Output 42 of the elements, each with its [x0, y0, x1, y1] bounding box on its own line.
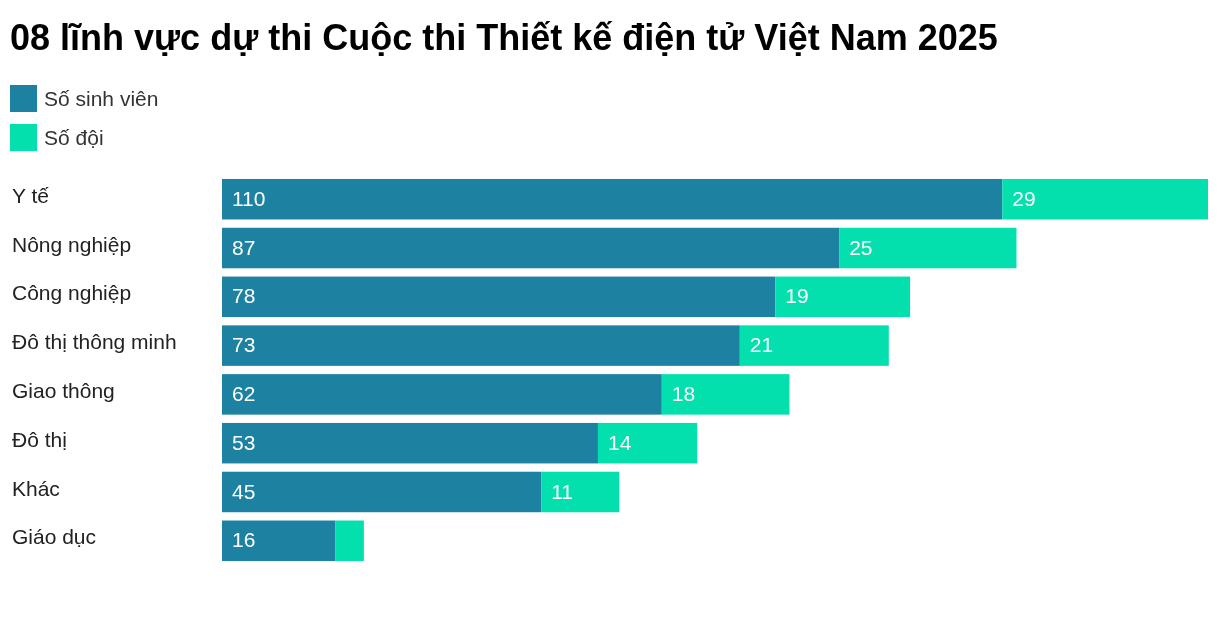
legend-label: Số đội	[44, 126, 104, 149]
bar	[661, 374, 790, 415]
data-label: 16	[232, 528, 256, 552]
bar	[222, 520, 336, 562]
bar	[222, 276, 776, 318]
y-tick-label: Khác	[12, 476, 60, 500]
bar	[222, 178, 1003, 220]
bar	[335, 520, 364, 562]
y-tick-label: Giao thông	[12, 378, 115, 402]
legend-label: Số sinh viên	[44, 87, 159, 110]
bar	[222, 374, 662, 415]
data-label: 45	[232, 479, 256, 503]
data-label: 21	[749, 333, 774, 357]
y-tick-label: Nông nghiệp	[12, 232, 132, 256]
data-label: 78	[232, 284, 256, 308]
data-label: 18	[671, 381, 696, 405]
y-tick-label: Y tế	[12, 183, 50, 207]
data-label: 19	[785, 284, 809, 308]
bar	[1002, 178, 1208, 220]
y-tick-label: Công nghiệp	[12, 281, 132, 305]
y-tick-label: Giáo dục	[12, 525, 97, 549]
chart-title: 08 lĩnh vực dự thi Cuộc thi Thiết kế điện tử Việt Nam 2025	[10, 17, 998, 58]
bar	[839, 227, 1017, 269]
data-label: 53	[232, 430, 256, 454]
bar	[222, 227, 840, 269]
data-label: 62	[232, 381, 256, 405]
data-label: 73	[232, 333, 256, 357]
data-label: 110	[232, 186, 266, 210]
data-label: 11	[551, 479, 574, 503]
bar	[739, 325, 889, 366]
bar	[222, 422, 598, 464]
data-label: 25	[849, 235, 873, 259]
bar	[222, 325, 740, 366]
data-label: 87	[232, 235, 256, 259]
bar	[222, 471, 542, 513]
bar	[775, 276, 911, 318]
bar	[541, 471, 620, 513]
data-label: 14	[607, 430, 632, 454]
bar	[597, 422, 698, 464]
y-tick-label: Đô thị	[12, 427, 67, 451]
y-tick-label: Đô thị thông minh	[12, 330, 177, 354]
data-label: 29	[1012, 186, 1036, 210]
